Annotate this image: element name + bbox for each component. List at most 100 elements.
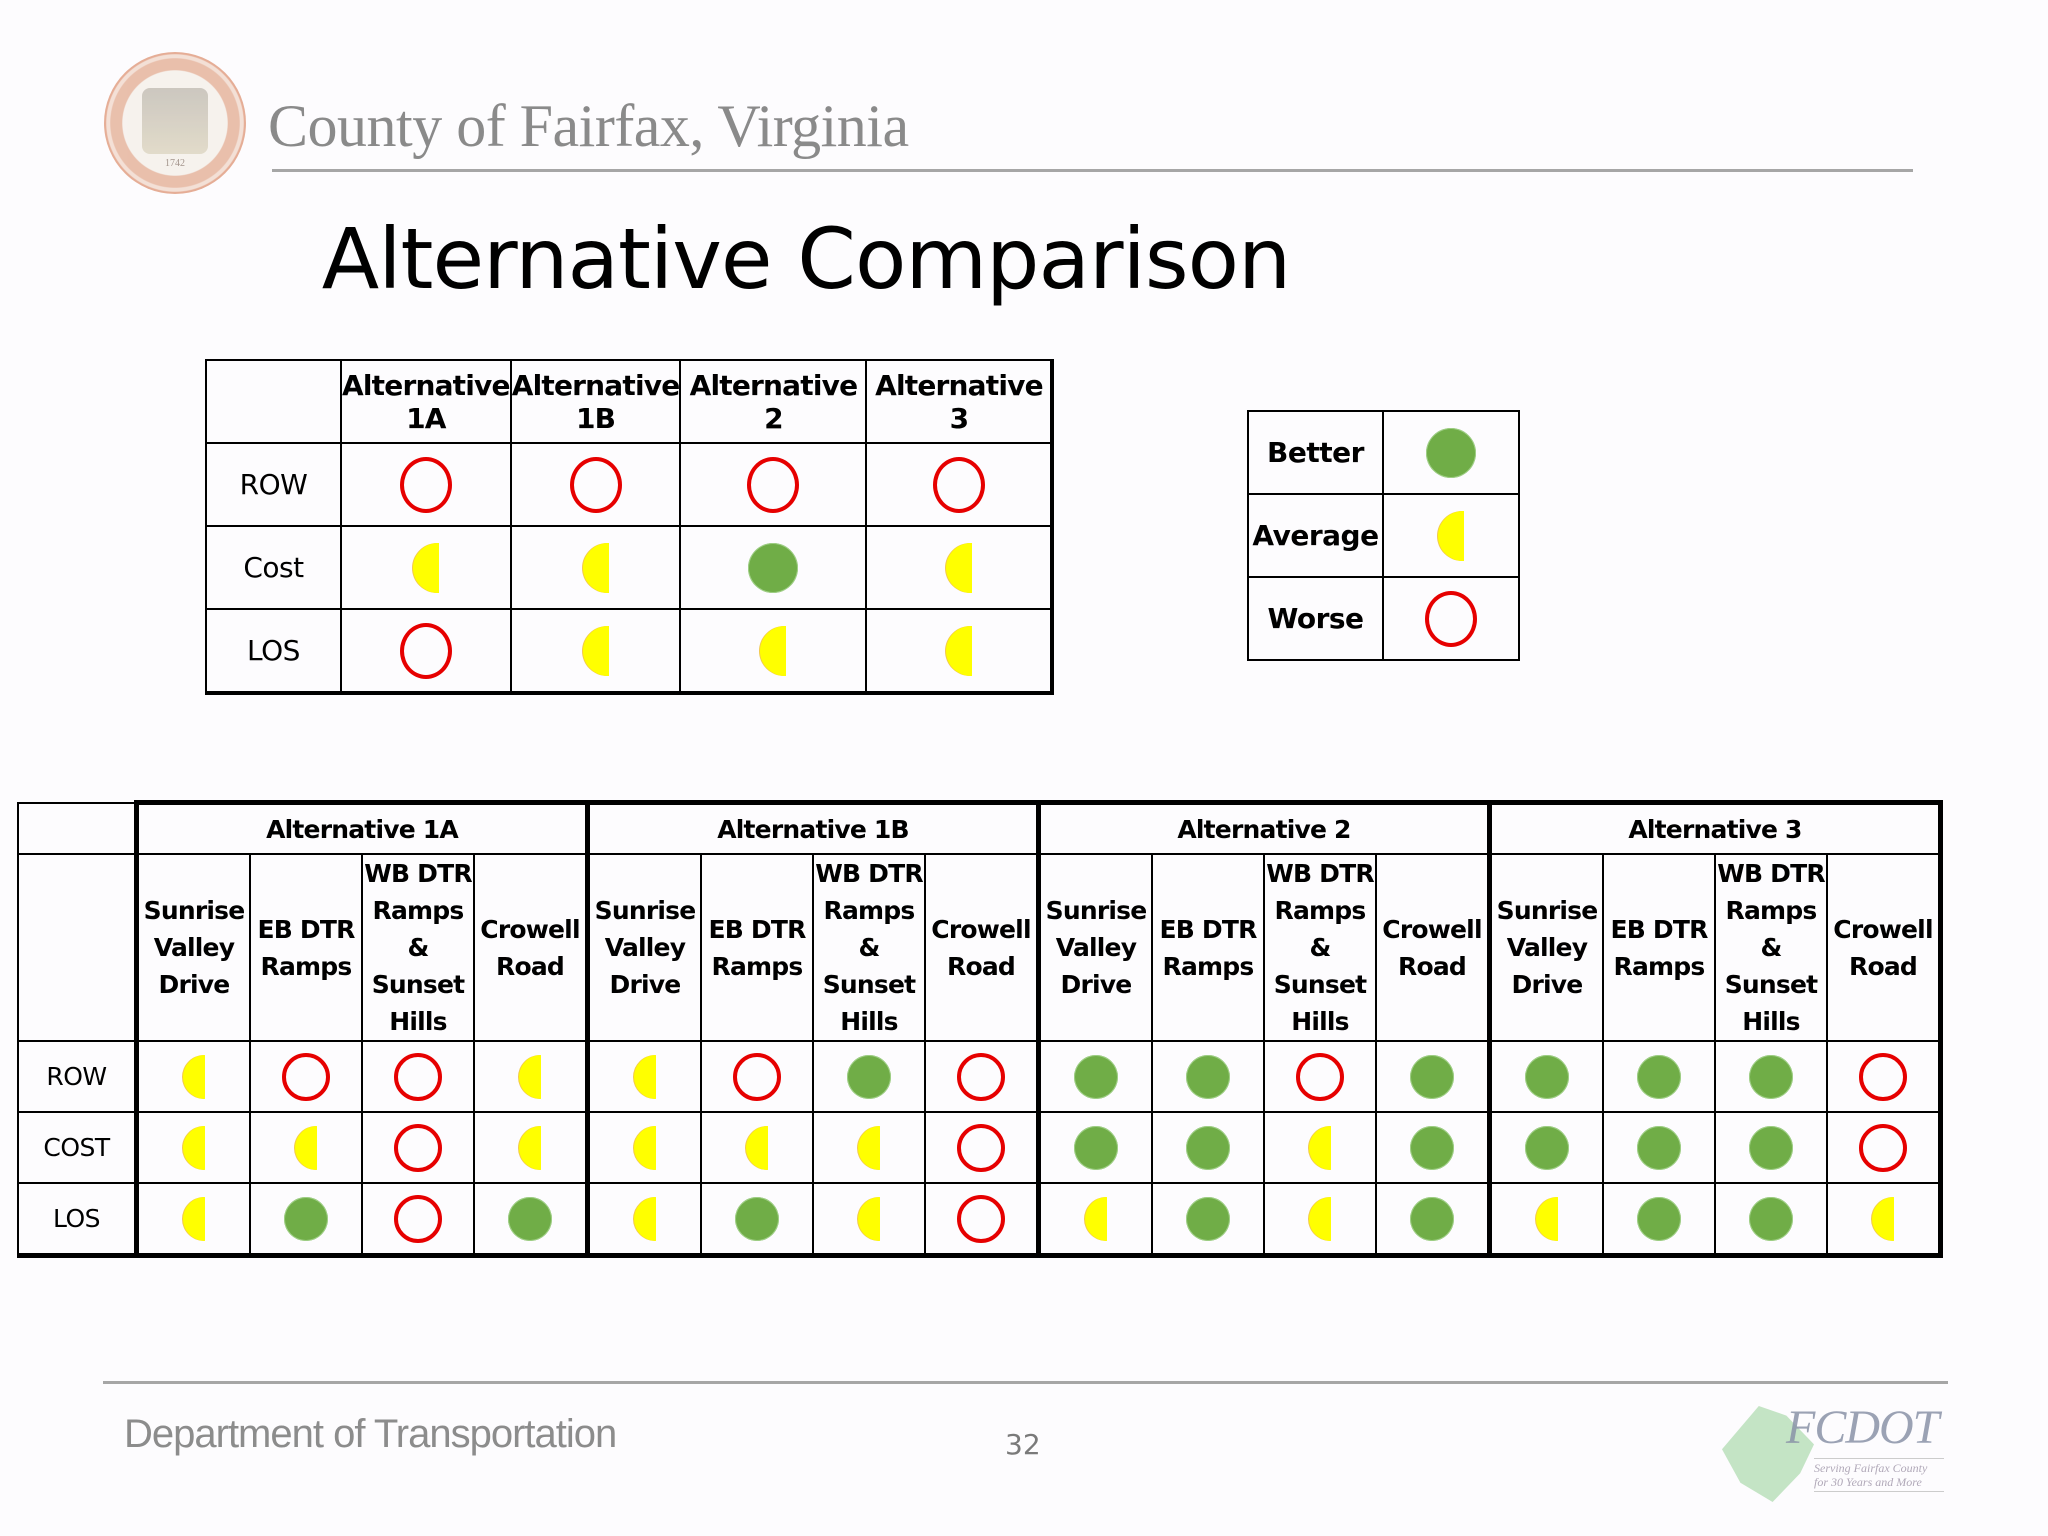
rating-cell: [812, 1182, 926, 1258]
rating-cell: [1826, 1040, 1943, 1113]
rating-cell: [340, 442, 512, 527]
red-hollow-circle-icon: [957, 1052, 1005, 1101]
summary-column-header: Alternative 2: [679, 359, 868, 444]
detail-row-label: ROW: [17, 1040, 138, 1113]
rating-cell: [585, 1111, 702, 1184]
detail-comparison-table: Alternative 1A Alternative 1B Alternative …: [17, 800, 1943, 1258]
rating-cell: [865, 525, 1055, 610]
detail-location-header: EB DTR Ramps: [1602, 853, 1716, 1042]
red-hollow-circle-icon: [394, 1052, 442, 1101]
rating-cell: [509, 442, 682, 527]
rating-cell: [361, 1111, 475, 1184]
rating-cell: [865, 442, 1055, 527]
red-hollow-circle-icon: [957, 1194, 1005, 1243]
filled-green-circle-icon: [284, 1196, 328, 1241]
yellow-half-circle-icon: [945, 625, 972, 676]
rating-cell: [585, 1182, 702, 1258]
red-hollow-circle-icon: [957, 1123, 1005, 1172]
header-divider: [272, 169, 1913, 172]
rating-cell: [1263, 1182, 1377, 1258]
rating-cell: [1036, 1182, 1153, 1258]
yellow-half-circle-icon: [858, 1125, 880, 1170]
filled-green-circle-icon: [1525, 1054, 1569, 1099]
rating-cell: [473, 1182, 590, 1258]
rating-cell: [924, 1111, 1041, 1184]
summary-comparison-table: Alternative 1A Alternative 1B Alternativ…: [205, 359, 1055, 695]
filled-green-circle-icon: [1410, 1125, 1454, 1170]
filled-green-circle-icon: [1074, 1125, 1118, 1170]
detail-location-header: Sunrise Valley Drive: [134, 853, 251, 1042]
yellow-half-circle-icon: [519, 1054, 541, 1099]
rating-cell: [249, 1111, 363, 1184]
rating-cell: [473, 1111, 590, 1184]
filled-green-circle-icon: [1074, 1054, 1118, 1099]
yellow-half-circle-icon: [760, 625, 787, 676]
rating-cell: [1375, 1111, 1492, 1184]
detail-location-header: EB DTR Ramps: [700, 853, 814, 1042]
legend-symbol-cell: [1382, 410, 1520, 495]
detail-group-header: Alternative 3: [1487, 800, 1943, 855]
rating-cell: [700, 1111, 814, 1184]
filled-green-circle-icon: [1186, 1196, 1230, 1241]
fcdot-logo: FCDOT Serving Fairfax County for 30 Year…: [1722, 1400, 1952, 1510]
rating-cell: [1714, 1111, 1828, 1184]
detail-group-header: Alternative 1B: [585, 800, 1041, 855]
detail-location-header: WB DTR Ramps & Sunset Hills: [812, 853, 926, 1042]
rating-cell: [134, 1182, 251, 1258]
red-hollow-circle-icon: [1296, 1052, 1344, 1101]
summary-row-row: ROW: [205, 442, 1055, 527]
rating-cell: [473, 1040, 590, 1113]
detail-location-header: Sunrise Valley Drive: [1036, 853, 1153, 1042]
rating-cell: [679, 442, 868, 527]
filled-green-circle-icon: [1426, 427, 1476, 478]
footer-divider: [103, 1381, 1948, 1384]
red-hollow-circle-icon: [399, 456, 452, 513]
legend-label: Average: [1247, 493, 1384, 578]
rating-cell: [1714, 1182, 1828, 1258]
red-hollow-circle-icon: [282, 1052, 330, 1101]
yellow-half-circle-icon: [1438, 510, 1464, 561]
legend-label: Better: [1247, 410, 1384, 495]
rating-cell: [1487, 1111, 1604, 1184]
county-seal-icon: 1742: [104, 52, 246, 194]
fcdot-logo-text: FCDOT: [1786, 1401, 1939, 1454]
red-hollow-circle-icon: [733, 1052, 781, 1101]
detail-location-header: EB DTR Ramps: [1151, 853, 1265, 1042]
filled-green-circle-icon: [1186, 1125, 1230, 1170]
summary-column-header: Alternative 3: [865, 359, 1055, 444]
rating-cell: [361, 1040, 475, 1113]
rating-cell: [679, 525, 868, 610]
rating-cell: [1151, 1040, 1265, 1113]
yellow-half-circle-icon: [1309, 1125, 1331, 1170]
red-hollow-circle-icon: [399, 622, 452, 679]
rating-cell: [340, 608, 512, 695]
department-name: Department of Transportation: [124, 1412, 617, 1456]
yellow-half-circle-icon: [183, 1125, 205, 1170]
rating-cell: [1151, 1182, 1265, 1258]
yellow-half-circle-icon: [1872, 1196, 1894, 1241]
seal-crest-icon: [142, 88, 208, 154]
rating-cell: [134, 1111, 251, 1184]
red-hollow-circle-icon: [394, 1123, 442, 1172]
rating-cell: [1487, 1040, 1604, 1113]
filled-green-circle-icon: [748, 542, 799, 593]
slide-title: Alternative Comparison: [321, 210, 1292, 308]
summary-corner-cell: [205, 359, 342, 444]
legend-symbol-cell: [1382, 493, 1520, 578]
summary-row-label: ROW: [205, 442, 342, 527]
legend-row-better: Better: [1247, 410, 1520, 495]
detail-location-header-row: Sunrise Valley Drive EB DTR Ramps WB DTR Ramps…: [17, 853, 1943, 1042]
seal-year: 1742: [165, 158, 185, 169]
yellow-half-circle-icon: [183, 1196, 205, 1241]
rating-cell: [1602, 1040, 1716, 1113]
detail-group-header-row: Alternative 1A Alternative 1B Alternative …: [17, 800, 1943, 855]
red-hollow-circle-icon: [394, 1194, 442, 1243]
filled-green-circle-icon: [508, 1196, 552, 1241]
rating-cell: [1602, 1111, 1716, 1184]
filled-green-circle-icon: [1186, 1054, 1230, 1099]
rating-cell: [1151, 1111, 1265, 1184]
legend-row-average: Average: [1247, 493, 1520, 578]
filled-green-circle-icon: [1637, 1125, 1681, 1170]
rating-cell: [1375, 1040, 1492, 1113]
detail-row-label: COST: [17, 1111, 138, 1184]
